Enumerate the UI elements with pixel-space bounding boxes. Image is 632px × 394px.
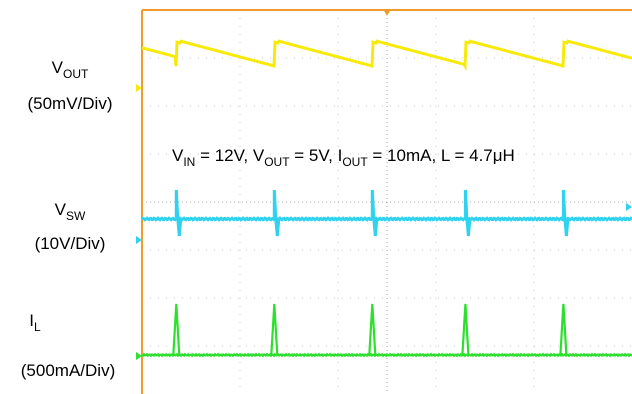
channel-markers [136, 84, 632, 360]
vsw-right-marker [626, 203, 632, 211]
il-trace [141, 303, 632, 358]
vsw-marker [136, 236, 142, 244]
il-scale: (500mA/Div) [21, 361, 115, 380]
il-marker [136, 352, 142, 360]
vsw-label: VSW [55, 200, 86, 223]
vout-label: VOUT [52, 58, 89, 81]
vout-marker [136, 84, 142, 92]
vsw-trace [140, 189, 632, 237]
vout-scale: (50mV/Div) [27, 94, 112, 113]
test-conditions: VIN = 12V, VOUT = 5V, IOUT = 10mA, L = 4… [172, 146, 515, 169]
trigger-marker [383, 9, 391, 16]
vsw-scale: (10V/Div) [35, 234, 106, 253]
il-label: IL [29, 311, 41, 334]
grid [141, 9, 632, 394]
vout-trace [141, 39, 632, 72]
